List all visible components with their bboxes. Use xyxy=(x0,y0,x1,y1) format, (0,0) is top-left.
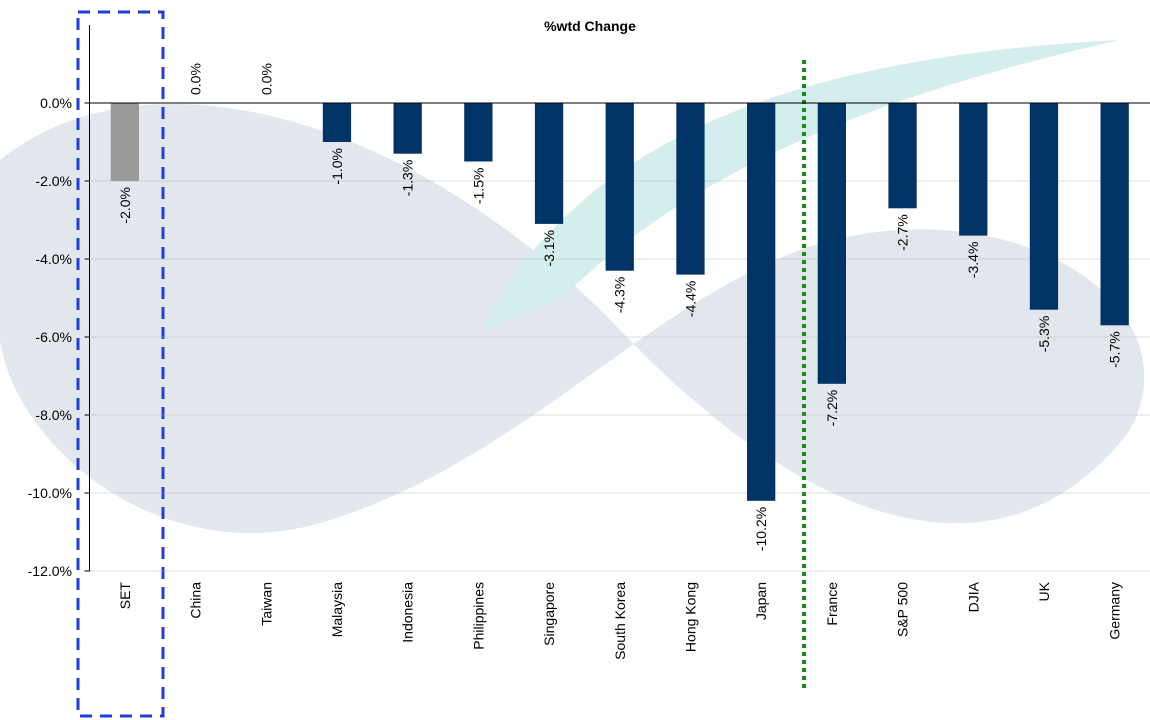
bar xyxy=(394,103,422,154)
y-tick-label: -12.0% xyxy=(28,563,72,579)
x-tick-label: Taiwan xyxy=(258,582,274,626)
value-label: -10.2% xyxy=(753,507,769,551)
y-tick-label: -10.0% xyxy=(28,485,72,501)
value-label: -5.7% xyxy=(1107,331,1123,368)
y-tick-label: -2.0% xyxy=(35,173,72,189)
value-label: -7.2% xyxy=(824,390,840,427)
value-label: -2.0% xyxy=(117,187,133,224)
x-tick-label: France xyxy=(824,582,840,626)
value-label: 0.0% xyxy=(188,63,204,95)
x-tick-label: S&P 500 xyxy=(895,582,911,637)
bar xyxy=(818,103,846,384)
y-tick-label: -6.0% xyxy=(35,329,72,345)
bar xyxy=(1030,103,1058,310)
x-tick-label: South Korea xyxy=(612,582,628,660)
bar xyxy=(535,103,563,224)
bar xyxy=(888,103,916,208)
value-label: -3.1% xyxy=(541,230,557,267)
x-tick-label: DJIA xyxy=(965,581,981,612)
y-tick-label: 0.0% xyxy=(40,95,72,111)
x-tick-label: China xyxy=(188,582,204,619)
value-label: -3.4% xyxy=(965,242,981,279)
value-label: -4.3% xyxy=(612,277,628,314)
bar xyxy=(959,103,987,236)
bar xyxy=(1101,103,1129,325)
value-label: -4.4% xyxy=(682,281,698,318)
y-tick-label: -4.0% xyxy=(35,251,72,267)
x-tick-label: Japan xyxy=(753,582,769,620)
x-tick-label: UK xyxy=(1036,581,1052,601)
bar xyxy=(747,103,775,501)
x-tick-label: Indonesia xyxy=(400,582,416,643)
x-tick-label: Singapore xyxy=(541,582,557,646)
x-tick-label: Philippines xyxy=(470,582,486,650)
chart-title: %wtd Change xyxy=(544,18,636,34)
bar xyxy=(606,103,634,271)
bar xyxy=(676,103,704,275)
value-label: -2.7% xyxy=(895,214,911,251)
bar xyxy=(111,103,139,181)
chart: %wtd Change 0.0% -2.0% -4.0% -6.0% -8.0% -10.… xyxy=(0,0,1150,720)
bar xyxy=(323,103,351,142)
value-label: -1.3% xyxy=(400,160,416,197)
y-tick-label: -8.0% xyxy=(35,407,72,423)
x-tick-label: Hong Kong xyxy=(682,582,698,652)
bar xyxy=(464,103,492,162)
value-label: -1.5% xyxy=(470,167,486,204)
value-label: -5.3% xyxy=(1036,316,1052,353)
x-tick-label: SET xyxy=(117,582,133,610)
x-tick-label: Germany xyxy=(1107,582,1123,640)
value-label: -1.0% xyxy=(329,148,345,185)
x-tick-label: Malaysia xyxy=(329,582,345,637)
value-label: 0.0% xyxy=(258,63,274,95)
